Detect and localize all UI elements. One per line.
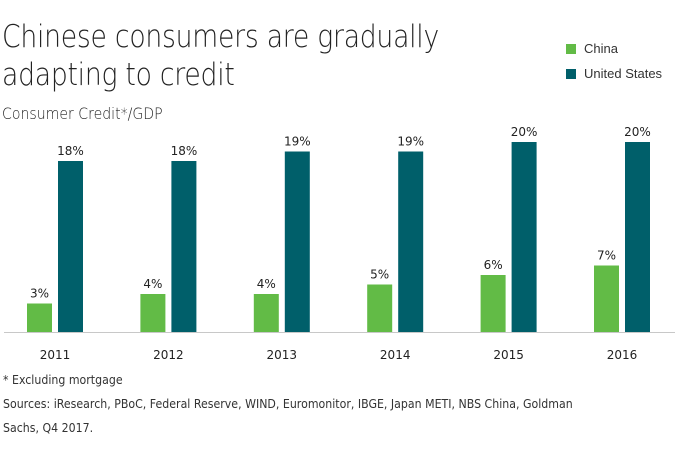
x-tick-label-2011: 2011 (40, 348, 71, 362)
footnote: * Excluding mortgage (3, 372, 123, 387)
bar-china-2011 (27, 303, 52, 332)
legend-swatch-united-states (566, 68, 576, 79)
data-label-china-2012: 4% (143, 277, 162, 291)
data-label-china-2013: 4% (257, 277, 276, 291)
chart-subtitle: Consumer Credit*/GDP (2, 104, 163, 123)
x-tick-label-2014: 2014 (380, 348, 411, 362)
data-label-united-states-2011: 18% (57, 144, 84, 158)
x-tick-label-2012: 2012 (153, 348, 184, 362)
x-tick-label-2016: 2016 (607, 348, 638, 362)
bar-united-states-2013 (284, 151, 310, 332)
chart-title: Chinese consumers are gradually adapting… (2, 19, 439, 93)
bar-united-states-2015 (511, 142, 537, 332)
data-label-united-states-2014: 19% (397, 135, 424, 149)
legend-label-china: China (584, 41, 618, 56)
x-tick-label-2015: 2015 (493, 348, 524, 362)
legend-item-china: China (566, 36, 662, 61)
bar-china-2013 (253, 294, 279, 332)
data-label-united-states-2013: 19% (284, 135, 311, 149)
data-label-china-2014: 5% (370, 268, 389, 282)
legend-item-united-states: United States (566, 61, 662, 86)
legend-label-united-states: United States (584, 66, 663, 81)
data-label-china-2016: 7% (597, 249, 616, 263)
bar-china-2015 (480, 275, 506, 332)
data-label-united-states-2012: 18% (171, 144, 198, 158)
data-label-united-states-2015: 20% (511, 125, 538, 139)
x-tick-label-2013: 2013 (267, 348, 298, 362)
bar-china-2016 (594, 265, 619, 332)
legend: China United States (566, 36, 662, 86)
bar-china-2014 (367, 284, 393, 332)
sources-line-2: Sachs, Q4 2017. (3, 420, 94, 435)
bar-chart: 3% 18% 2011 4% 18% 2012 4% 19% 2013 5% 19% 2014 6% 20… (4, 125, 675, 362)
bar-united-states-2011 (58, 161, 83, 332)
bar-united-states-2014 (398, 151, 424, 332)
data-label-united-states-2016: 20% (624, 125, 651, 139)
bar-united-states-2012 (171, 161, 197, 332)
data-label-china-2011: 3% (30, 287, 49, 301)
bar-china-2012 (140, 294, 166, 332)
sources-line-1: Sources: iResearch, PBoC, Federal Reserv… (3, 396, 573, 411)
data-label-china-2015: 6% (484, 258, 503, 272)
bar-united-states-2016 (625, 142, 650, 332)
legend-swatch-china (566, 43, 576, 54)
